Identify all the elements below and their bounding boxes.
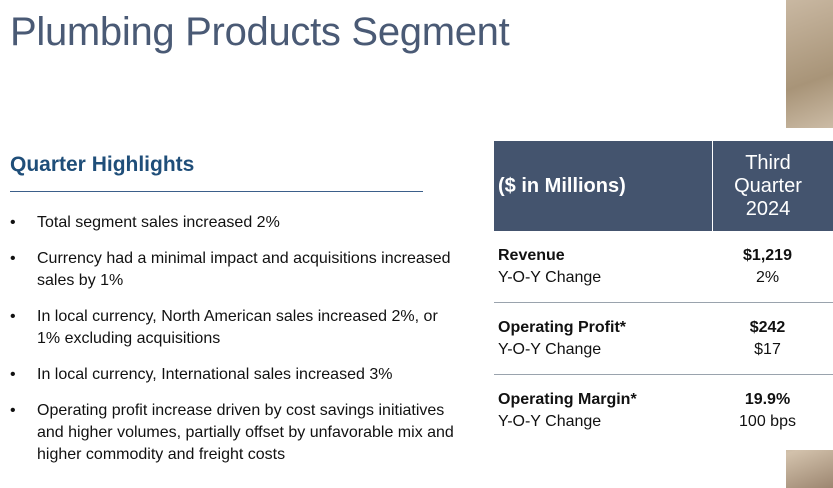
bullet-icon: • bbox=[10, 402, 16, 419]
list-item-text: Operating profit increase driven by cost… bbox=[37, 402, 454, 463]
table-header-label: ($ in Millions) bbox=[494, 141, 713, 231]
list-item: • In local currency, North American sales… bbox=[10, 306, 460, 350]
financial-table: ($ in Millions) Third Quarter 2024 Reven… bbox=[494, 141, 833, 446]
list-item: • In local currency, International sales … bbox=[10, 364, 460, 386]
list-item: • Operating profit increase driven by cos… bbox=[10, 400, 460, 466]
heading-underline bbox=[10, 191, 423, 192]
page-title: Plumbing Products Segment bbox=[10, 10, 510, 54]
list-item-text: Currency had a minimal impact and acquis… bbox=[37, 250, 451, 289]
table-row: Operating Margin* Y-O-Y Change 19.9% 100… bbox=[494, 375, 833, 446]
row-sub-label: Y-O-Y Change bbox=[498, 413, 602, 430]
row-label: Revenue bbox=[498, 247, 565, 264]
highlights-list: • Total segment sales increased 2% • Curre… bbox=[10, 212, 460, 480]
row-sub-value: 2% bbox=[755, 269, 780, 286]
period-line: 2024 bbox=[745, 197, 791, 220]
list-item: • Currency had a minimal impact and acqui… bbox=[10, 248, 460, 292]
row-sub-label: Y-O-Y Change bbox=[498, 341, 602, 358]
list-item-text: Total segment sales increased 2% bbox=[37, 214, 280, 231]
period-line: Quarter bbox=[734, 174, 802, 197]
list-item-text: In local currency, North American sales … bbox=[37, 308, 438, 347]
table-row: Operating Profit* Y-O-Y Change $242 $17 bbox=[494, 303, 833, 375]
list-item-text: In local currency, International sales i… bbox=[37, 366, 393, 383]
list-item: • Total segment sales increased 2% bbox=[10, 212, 460, 234]
bullet-icon: • bbox=[10, 308, 16, 325]
row-sub-label: Y-O-Y Change bbox=[498, 269, 602, 286]
row-sub-value: 100 bps bbox=[739, 413, 796, 430]
section-heading: Quarter Highlights bbox=[10, 153, 195, 176]
bullet-icon: • bbox=[10, 214, 16, 231]
row-value: $242 bbox=[749, 319, 786, 336]
table-header: ($ in Millions) Third Quarter 2024 bbox=[494, 141, 833, 231]
row-label: Operating Margin* bbox=[498, 391, 637, 408]
bullet-icon: • bbox=[10, 250, 16, 267]
table-header-period: Third Quarter 2024 bbox=[713, 141, 833, 231]
row-value: $1,219 bbox=[743, 247, 792, 264]
row-label: Operating Profit* bbox=[498, 319, 627, 336]
row-sub-value: $17 bbox=[754, 341, 781, 358]
row-value: 19.9% bbox=[744, 391, 791, 408]
table-row: Revenue Y-O-Y Change $1,219 2% bbox=[494, 231, 833, 303]
bullet-icon: • bbox=[10, 366, 16, 383]
period-line: Third bbox=[745, 151, 791, 174]
